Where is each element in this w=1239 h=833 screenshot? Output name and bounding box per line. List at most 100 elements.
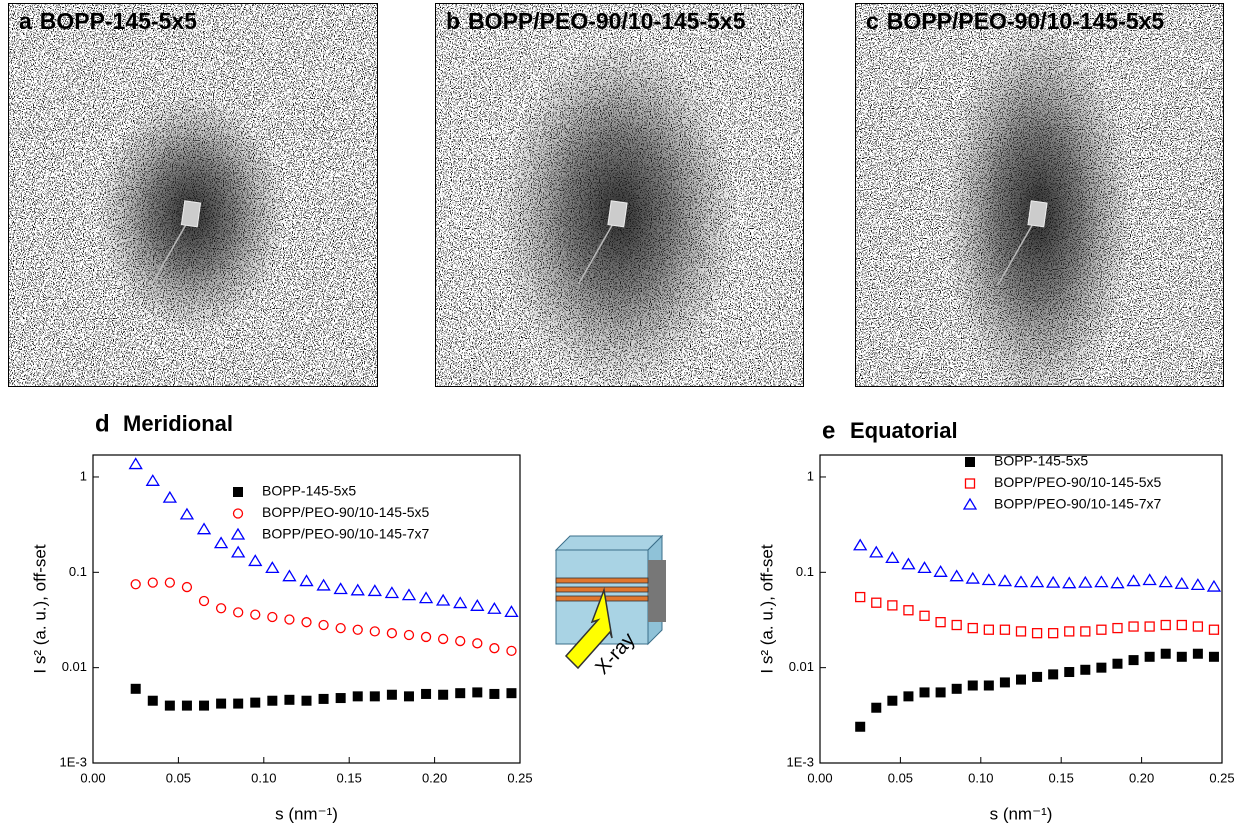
point [1158, 575, 1173, 588]
point [1112, 658, 1123, 669]
plot-frame [819, 454, 1223, 764]
point [1062, 576, 1077, 589]
point [438, 689, 449, 700]
x-tick-label: 0.15 [337, 770, 362, 785]
legend-label: BOPP-145-5x5 [262, 483, 356, 499]
y-tick-label: 0.01 [62, 659, 87, 674]
point [855, 591, 866, 603]
point [437, 633, 449, 645]
point [1176, 651, 1187, 662]
x-axis-label: s (nm⁻¹) [990, 804, 1053, 823]
point [1112, 622, 1123, 634]
point [1190, 578, 1206, 590]
point [1031, 628, 1043, 639]
panel-title: BOPP/PEO-90/10-145-5x5 [468, 8, 746, 34]
x-axis-label: s (nm⁻¹) [275, 804, 338, 823]
point [871, 597, 882, 608]
point [248, 554, 263, 567]
point [1048, 628, 1059, 639]
point [352, 624, 363, 635]
chart-title: Equatorial [850, 418, 958, 443]
point [130, 683, 141, 694]
point [145, 474, 160, 486]
point [1126, 574, 1141, 587]
point [318, 619, 329, 631]
point [1208, 624, 1220, 635]
point [213, 536, 229, 549]
point [282, 569, 297, 582]
point [983, 680, 994, 691]
point [1078, 575, 1093, 588]
point [472, 687, 483, 698]
x-tick-label: 0.20 [422, 770, 447, 785]
series [130, 577, 517, 657]
point [1144, 621, 1155, 632]
point [1015, 626, 1027, 637]
point [128, 457, 143, 470]
point [965, 457, 975, 467]
point [335, 693, 346, 704]
point [1064, 667, 1075, 678]
point [284, 694, 295, 705]
x-tick-label: 0.20 [1129, 770, 1154, 785]
pattern [856, 4, 1223, 386]
point [1142, 573, 1157, 586]
point [983, 624, 994, 635]
point [967, 622, 978, 634]
point [367, 584, 382, 597]
series [128, 457, 519, 618]
point [384, 586, 400, 599]
point [318, 693, 329, 704]
point [231, 545, 246, 558]
point [901, 557, 916, 570]
point [506, 645, 517, 657]
x-tick-label: 0.25 [507, 770, 532, 785]
point [903, 605, 914, 616]
point [299, 574, 314, 587]
point [1110, 576, 1125, 589]
pattern [9, 4, 377, 386]
point [962, 497, 978, 510]
saxs-image: b BOPP/PEO-90/10-145-5x5 [435, 3, 804, 387]
point [1064, 626, 1075, 637]
point [999, 624, 1011, 635]
point [951, 683, 962, 694]
legend-label: BOPP/PEO-90/10-145-5x5 [262, 504, 430, 520]
point [215, 603, 227, 614]
point [506, 688, 517, 699]
panel-letter: c [866, 8, 879, 34]
chart: e Equatorial 0.00 0.05 0.10 0.15 0.20 0.25 1E-3 0… [757, 417, 1234, 823]
x-tick-label: 0.15 [1049, 770, 1074, 785]
y-tick-label: 1E-3 [60, 754, 87, 769]
point [284, 614, 295, 625]
point [267, 611, 278, 623]
point [130, 579, 141, 590]
point [403, 691, 414, 702]
y-axis-label: I s² (a. u.), off-set [757, 544, 776, 673]
point [453, 596, 468, 609]
diagram: X-ray [554, 534, 666, 679]
point [265, 561, 280, 574]
x-tick-label: 0.00 [807, 770, 832, 785]
point [470, 599, 485, 611]
point [933, 565, 948, 577]
plot-frame [92, 454, 521, 764]
panel-letter: a [19, 8, 32, 34]
series [130, 683, 517, 711]
point [1048, 669, 1059, 680]
legend-label: BOPP/PEO-90/10-145-7x7 [994, 496, 1162, 512]
x-tick-label: 0.05 [166, 770, 191, 785]
point [853, 538, 868, 551]
pattern [436, 4, 803, 386]
point [1094, 575, 1109, 588]
point [335, 622, 346, 634]
point [455, 688, 466, 699]
point [1046, 575, 1061, 588]
point [333, 582, 348, 595]
point [352, 691, 363, 702]
point [871, 702, 882, 713]
panel-caption: c BOPP/PEO-90/10-145-5x5 [866, 8, 1196, 35]
x-tick-label: 0.00 [80, 770, 105, 785]
panel-caption: a BOPP-145-5x5 [19, 8, 349, 35]
